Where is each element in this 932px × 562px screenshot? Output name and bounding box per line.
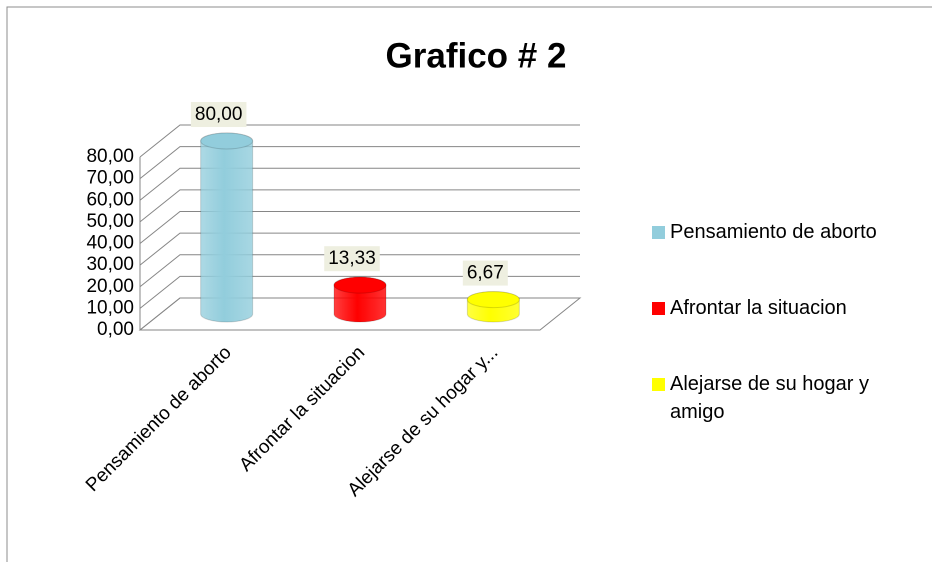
grid-line — [139, 275, 580, 309]
grid-line — [139, 254, 580, 288]
x-tick-label: Alejarse de su hogar y... — [344, 342, 503, 501]
x-tick-label: Pensamiento de aborto — [82, 342, 236, 496]
legend-swatch — [652, 302, 665, 315]
y-tick-label: 80,00 — [86, 146, 134, 167]
legend-swatch — [652, 226, 665, 239]
y-tick-label: 70,00 — [86, 168, 134, 189]
data-label-box — [462, 260, 508, 286]
legend-label: Alejarse de su hogar y amigo — [670, 373, 870, 423]
legend-swatch — [652, 378, 665, 391]
y-tick-label: 0,00 — [97, 319, 134, 340]
data-label-box — [190, 102, 247, 128]
grid-line — [139, 211, 580, 244]
chart-border — [6, 6, 932, 562]
y-tick-label: 50,00 — [86, 211, 134, 232]
data-label-box — [324, 246, 380, 272]
data-label: 6,67 — [467, 263, 504, 284]
data-label: 13,33 — [328, 248, 376, 269]
y-tick-label: 10,00 — [86, 297, 134, 318]
grid-line — [139, 146, 580, 180]
legend-label: Afrontar la situacion — [670, 297, 847, 319]
grid-line — [139, 167, 580, 201]
bar-top — [200, 132, 254, 150]
y-tick-label: 60,00 — [86, 189, 134, 210]
data-label: 80,00 — [195, 104, 243, 125]
grid-line — [139, 232, 580, 266]
bar-top — [466, 291, 520, 309]
bar — [200, 132, 254, 323]
grid-line — [139, 124, 580, 158]
y-tick-label: 30,00 — [86, 254, 134, 275]
legend-item: Alejarse de su hogar y amigo — [650, 370, 920, 426]
grid-line — [139, 297, 580, 331]
legend-item: Afrontar la situacion — [650, 294, 920, 322]
chart-title: Grafico # 2 — [386, 36, 567, 75]
bar-top — [333, 276, 387, 294]
grid-line — [139, 189, 580, 223]
legend-item: Pensamiento de aborto — [650, 218, 920, 246]
y-tick-label: 40,00 — [86, 233, 134, 254]
legend-label: Pensamiento de aborto — [670, 221, 877, 243]
x-tick-label: Afrontar la situacion — [235, 342, 369, 476]
y-tick-label: 20,00 — [86, 276, 134, 297]
